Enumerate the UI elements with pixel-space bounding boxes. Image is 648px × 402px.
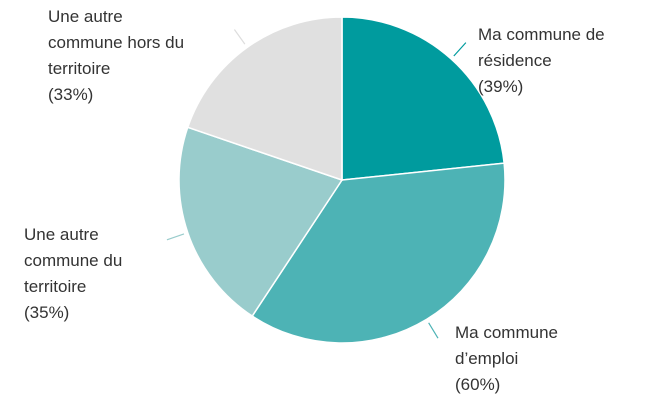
category-label: Une autre commune du territoire <box>24 225 123 296</box>
category-label: Ma commune de résidence <box>478 25 605 70</box>
slice-label: Ma commune d’emploi (60%) <box>455 320 558 398</box>
slice-label: Une autre commune hors du territoire (33%… <box>48 4 184 108</box>
slice-label: Une autre commune du territoire (35%) <box>24 222 122 326</box>
pie-slice <box>178 126 344 318</box>
pie-slice <box>186 16 343 182</box>
slice-label: Ma commune de résidence (39%) <box>478 22 605 100</box>
leader-line <box>166 233 185 241</box>
value-label: (33%) <box>48 85 94 104</box>
leader-line <box>453 42 467 57</box>
leader-line <box>428 322 439 339</box>
value-label: (39%) <box>478 77 524 96</box>
leader-line <box>233 29 246 45</box>
category-label: Une autre commune hors du territoire <box>48 7 185 78</box>
pie-slice <box>251 162 506 344</box>
value-label: (35%) <box>24 303 70 322</box>
value-label: (60%) <box>455 375 501 394</box>
pie-slice <box>341 16 505 181</box>
category-label: Ma commune d’emploi <box>455 323 558 368</box>
